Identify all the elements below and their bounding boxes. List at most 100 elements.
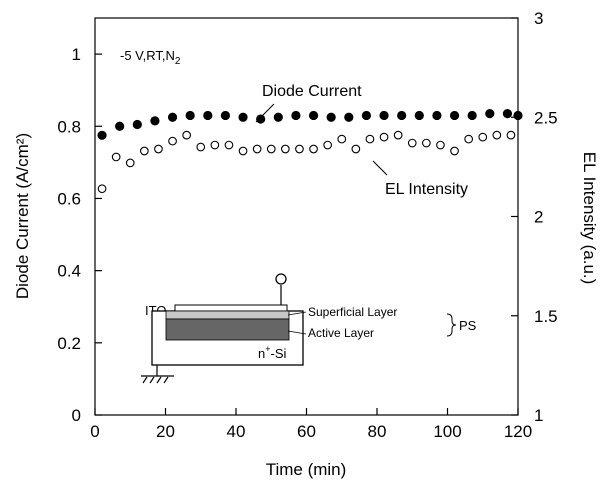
diode-current-point <box>132 119 142 130</box>
el-intensity-point <box>393 130 403 140</box>
y-axis-left-title: Diode Current (A/cm²) <box>13 133 32 299</box>
el-intensity-point <box>309 144 318 154</box>
x-tick-label: 100 <box>433 422 461 441</box>
el-intensity-point <box>238 146 248 156</box>
diode-current-point <box>379 110 389 121</box>
y-right-tick-label: 2 <box>534 208 543 227</box>
series-diode-current <box>97 109 523 140</box>
label-substrate: n+-Si <box>258 344 287 361</box>
y-left-tick-label: 0.4 <box>57 262 81 281</box>
x-axis: 0 20 40 60 80 100 120 <box>90 408 532 441</box>
el-intensity-point <box>97 184 107 194</box>
active-layer <box>165 318 290 341</box>
substrate-plus: + <box>265 344 270 354</box>
el-intensity-point <box>422 138 431 148</box>
y-right-tick-label: 3 <box>534 9 543 28</box>
el-intensity-point <box>182 130 191 140</box>
y-left-tick-label: 0.6 <box>57 189 81 208</box>
y-right-tick-label: 1 <box>534 406 543 425</box>
diode-current-point <box>115 121 125 131</box>
superficial-leader <box>287 311 307 316</box>
diode-current-point <box>502 109 513 119</box>
x-axis-title: Time (min) <box>266 460 347 479</box>
y-right-tick-label: 2.5 <box>534 108 558 127</box>
el-intensity-point <box>450 146 459 156</box>
diode-current-point <box>344 112 354 122</box>
annotation-diode-current: Diode Current <box>262 83 362 100</box>
el-intensity-point <box>154 144 163 154</box>
diode-current-point <box>167 112 178 122</box>
diode-current-point <box>513 110 523 121</box>
diode-current-point <box>273 112 283 122</box>
el-intensity-point <box>464 134 474 144</box>
condition-label: -5 V,RT,N2 <box>120 48 181 67</box>
x-tick-label: 60 <box>297 422 316 441</box>
el-intensity-point <box>140 146 149 156</box>
el-intensity-point <box>478 132 488 142</box>
series-el-intensity <box>97 130 516 194</box>
substrate-n: n <box>258 346 265 361</box>
y-left-tick-label: 0.2 <box>57 334 81 353</box>
diode-current-point <box>238 112 248 122</box>
el-intensity-point <box>379 132 389 142</box>
diode-current-point <box>203 110 213 121</box>
diode-current-point <box>291 110 301 121</box>
inset-diagram: ITO Superficial Layer Active Layer PS n+… <box>141 273 477 384</box>
x-tick-label: 0 <box>90 422 99 441</box>
active-leader <box>287 330 307 335</box>
diode-current-point <box>150 116 160 126</box>
el-intensity-point <box>351 144 361 154</box>
ps-brace <box>446 313 457 337</box>
el-intensity-point <box>252 144 262 154</box>
el-intensity-point <box>407 138 417 148</box>
diode-current-point <box>256 114 266 124</box>
diode-current-point <box>467 110 477 121</box>
el-intensity-point <box>337 134 347 144</box>
condition-subscript: 2 <box>175 56 181 67</box>
y-left-tick-label: 0.8 <box>57 117 81 136</box>
x-tick-label: 40 <box>227 422 246 441</box>
diode-current-point <box>185 110 195 121</box>
annotation-el-intensity-leader <box>372 160 388 176</box>
y-right-tick-label: 1.5 <box>534 307 558 326</box>
el-intensity-point <box>111 152 121 162</box>
diode-current-point <box>220 110 231 121</box>
el-intensity-point <box>281 144 290 154</box>
el-intensity-point <box>492 130 502 140</box>
y-axis-right: 1 1.5 2 2.5 3 <box>511 9 558 425</box>
diode-current-point <box>397 110 407 121</box>
el-intensity-point <box>168 136 177 146</box>
x-tick-label: 80 <box>368 422 387 441</box>
el-intensity-point <box>210 140 220 150</box>
ito-layer <box>174 304 288 312</box>
el-intensity-point <box>323 140 333 150</box>
ground-icon <box>141 365 174 384</box>
diode-current-point <box>308 110 319 121</box>
condition-main: -5 V,RT,N <box>120 48 175 63</box>
substrate-si: -Si <box>271 346 287 361</box>
y-left-tick-label: 0 <box>72 406 81 425</box>
y-left-tick-label: 1 <box>72 45 81 64</box>
diode-current-point <box>449 110 460 121</box>
annotation-el-intensity: EL Intensity <box>385 181 468 198</box>
el-intensity-point <box>295 144 304 154</box>
el-intensity-point <box>436 140 445 150</box>
el-intensity-point <box>365 134 375 144</box>
label-ps: PS <box>459 318 477 333</box>
label-superficial: Superficial Layer <box>308 305 397 319</box>
el-intensity-point <box>196 142 206 152</box>
x-tick-label: 20 <box>156 422 175 441</box>
el-intensity-point <box>125 158 135 168</box>
diode-current-point <box>485 109 495 119</box>
diode-current-point <box>414 110 424 121</box>
el-intensity-point <box>506 130 516 140</box>
label-active: Active Layer <box>308 326 374 340</box>
diode-current-point <box>97 130 107 140</box>
el-intensity-point <box>266 144 276 154</box>
diode-current-point <box>432 110 442 121</box>
x-tick-label: 120 <box>504 422 532 441</box>
probe-contact-icon <box>275 273 287 285</box>
y-axis-left: 0 0.2 0.4 0.6 0.8 1 <box>57 45 102 425</box>
superficial-layer <box>165 310 290 320</box>
